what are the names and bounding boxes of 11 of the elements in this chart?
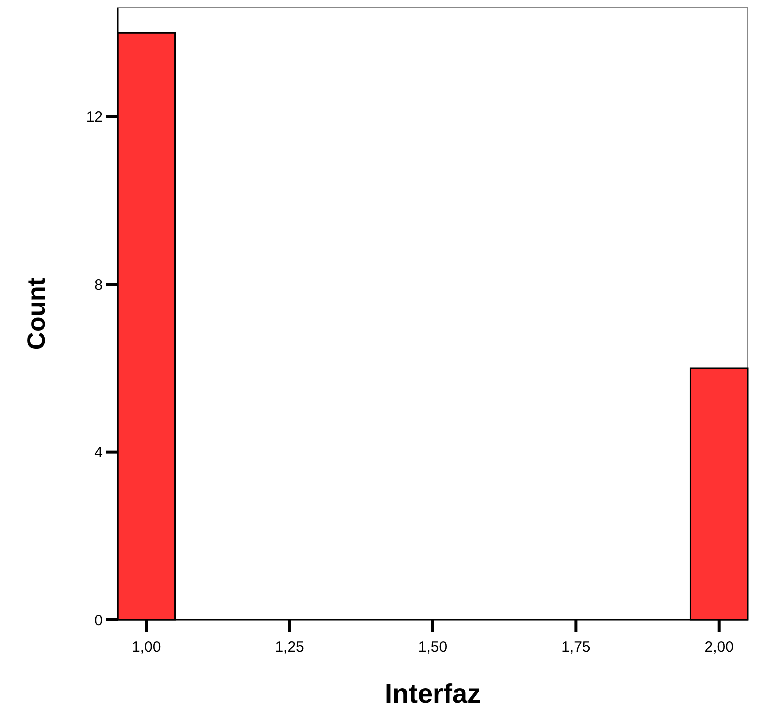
x-tick-label: 1,50 [418,639,448,656]
x-tick-label: 1,25 [275,639,304,656]
x-tick-label: 2,00 [704,639,734,656]
y-axis-title: Count [23,277,51,350]
y-tick-label: 0 [94,612,103,630]
y-tick-label: 8 [94,276,103,294]
x-tick-label: 1,75 [562,639,591,656]
y-tick-label: 12 [86,109,103,126]
x-axis-title: Interfaz [384,679,482,709]
y-tick-label: 4 [94,444,103,462]
x-tick-label: 1,00 [132,639,162,656]
